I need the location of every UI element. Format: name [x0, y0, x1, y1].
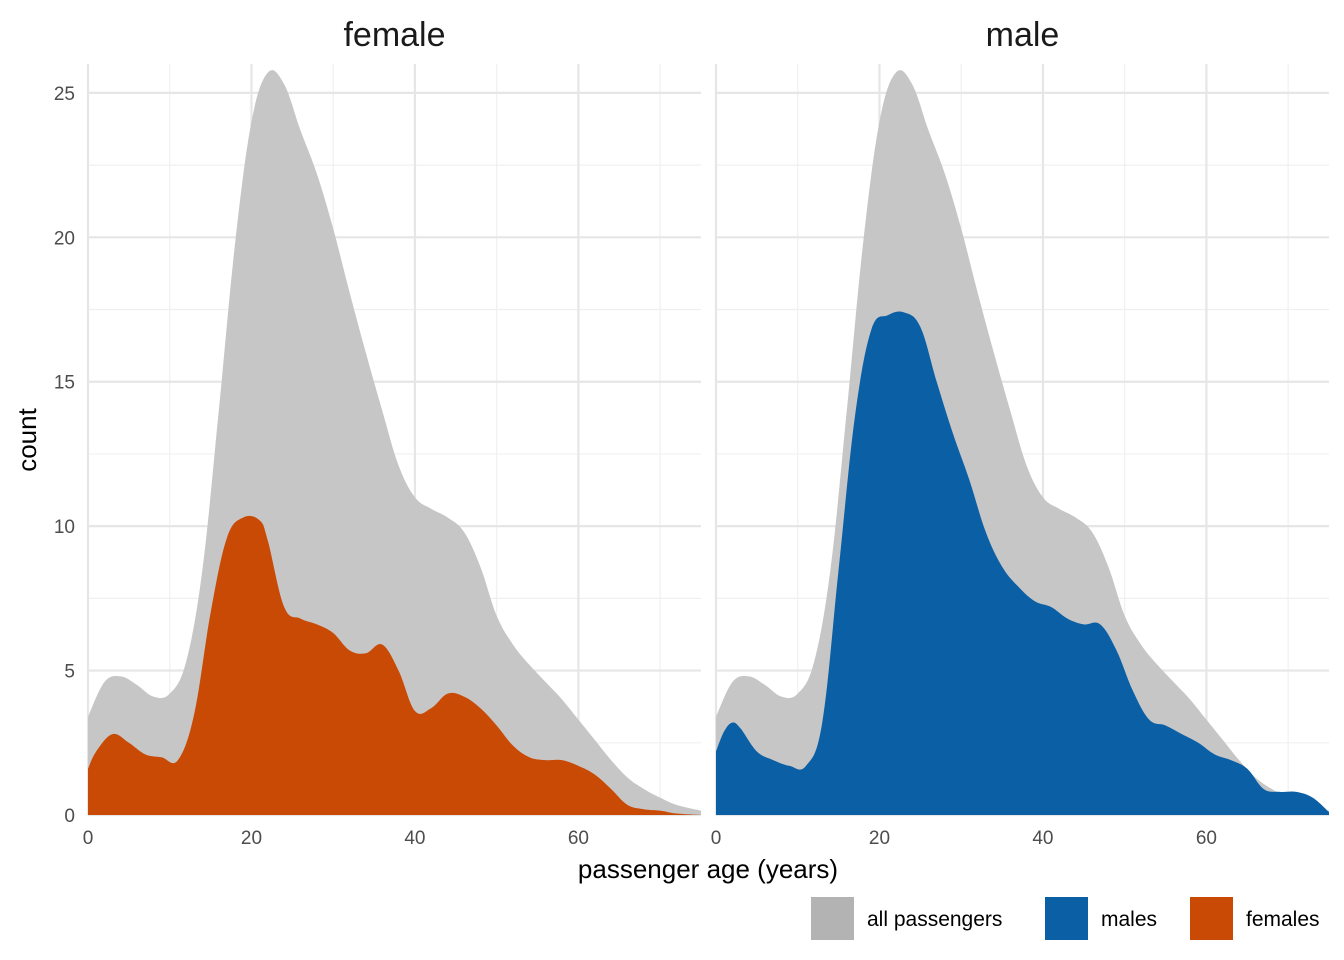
- y-tick-label: 5: [64, 662, 75, 683]
- x-tick-label: 0: [83, 828, 94, 849]
- legend-item: females: [1190, 897, 1320, 940]
- area-females: [88, 515, 701, 815]
- x-axis-title: passenger age (years): [578, 854, 838, 884]
- panel-male: male: [714, 16, 1329, 817]
- legend-label: males: [1101, 908, 1157, 931]
- x-tick-label: 60: [568, 828, 589, 849]
- y-tick-label: 10: [54, 517, 75, 538]
- legend-label: females: [1246, 908, 1320, 931]
- y-tick-label: 0: [64, 806, 75, 827]
- minor-gridlines: [88, 64, 701, 815]
- facet-title-female: female: [343, 16, 445, 54]
- y-tick-label: 20: [54, 228, 75, 249]
- x-tick-label: 0: [711, 828, 722, 849]
- y-tick-label: 15: [54, 373, 75, 394]
- x-tick-label: 60: [1196, 828, 1217, 849]
- area-males: [716, 311, 1329, 815]
- panels-layer: female male: [86, 16, 1329, 817]
- panel-female: female: [86, 16, 701, 817]
- y-axis-title: count: [12, 407, 42, 471]
- axes-layer: 0 20 40 60 0 20 40 60 0 5 10 15 20 25: [54, 84, 1217, 849]
- legend-swatch: [1190, 897, 1233, 940]
- facet-title-male: male: [986, 16, 1060, 54]
- legend-item: males: [1045, 897, 1157, 940]
- y-tick-label: 25: [54, 84, 75, 105]
- legend: all passengers males females: [811, 897, 1320, 940]
- x-tick-label: 20: [869, 828, 890, 849]
- x-tick-label: 40: [404, 828, 425, 849]
- legend-swatch: [811, 897, 854, 940]
- x-tick-label: 20: [241, 828, 262, 849]
- legend-swatch: [1045, 897, 1088, 940]
- legend-item: all passengers: [811, 897, 1002, 940]
- legend-label: all passengers: [867, 908, 1002, 931]
- x-tick-label: 40: [1032, 828, 1053, 849]
